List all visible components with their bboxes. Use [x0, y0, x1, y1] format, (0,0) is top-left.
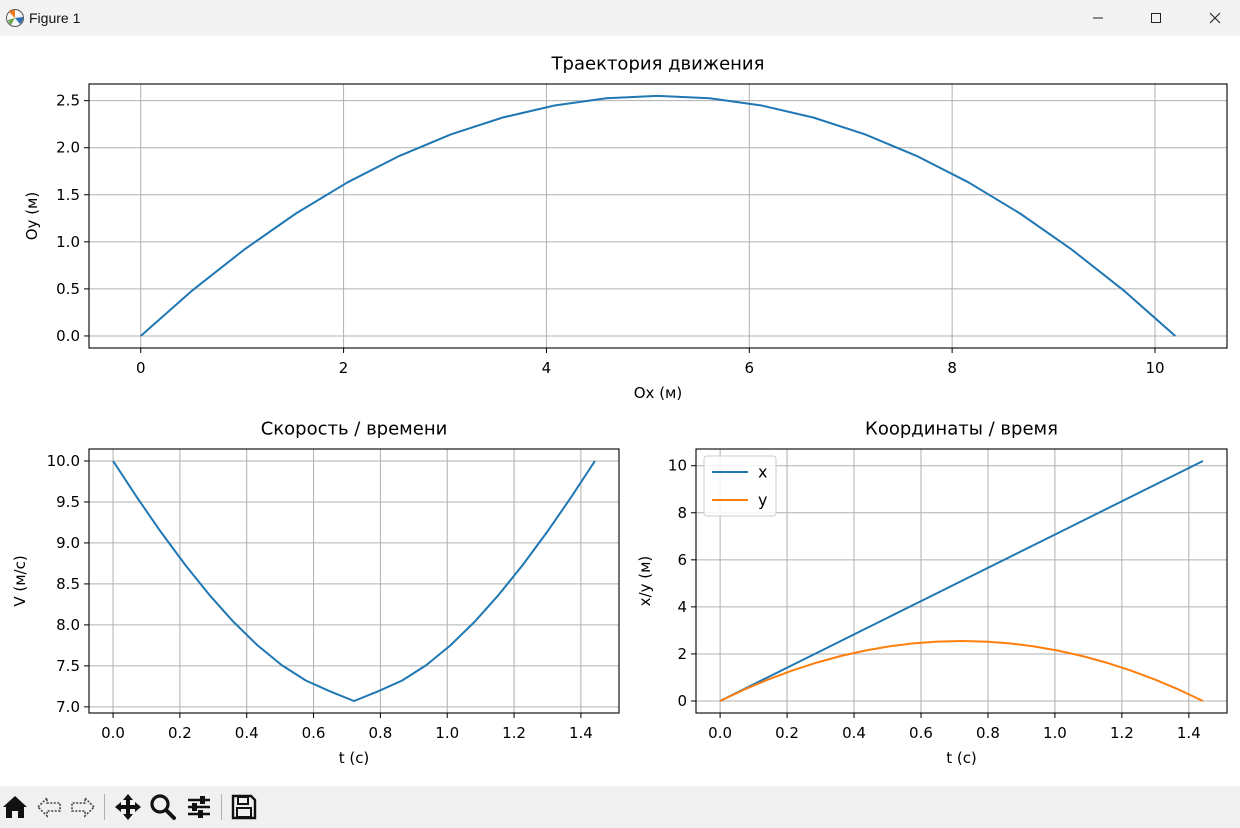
zoom-icon: [150, 794, 176, 820]
x-axis-label: Ox (м): [634, 384, 682, 402]
home-button[interactable]: [0, 792, 30, 822]
save-button[interactable]: [229, 792, 259, 822]
x-axis-label: t (c): [946, 749, 977, 767]
series-line-0: [140, 94, 1176, 337]
home-icon: [3, 796, 27, 818]
y-tick-label: 8: [677, 504, 687, 522]
axes-frame: [88, 83, 1228, 349]
series-line-x: [719, 460, 1204, 702]
x-tick-label: 8: [947, 359, 957, 377]
y-tick-label: 10.0: [47, 452, 80, 470]
x-tick-label: 1.0: [435, 724, 459, 742]
y-tick-label: 6: [677, 551, 687, 569]
x-tick-label: 1.4: [569, 724, 593, 742]
x-tick-label: 0.4: [235, 724, 259, 742]
x-tick-label: 0.2: [168, 724, 192, 742]
axes-frame: [88, 448, 620, 714]
axes-frame: [695, 448, 1228, 714]
figure-canvas[interactable]: 0 2 4 6 8 10 0.0 0.5 1.0 1.5 2.0 2.5 Траектория движ…: [0, 36, 1240, 786]
y-tick-label: 8.0: [56, 616, 80, 634]
y-tick-label: 10: [668, 457, 687, 475]
y-tick-label: 2.0: [56, 139, 80, 157]
x-tick-label: 6: [745, 359, 755, 377]
figure-svg: 0 2 4 6 8 10 0.0 0.5 1.0 1.5 2.0 2.5 Траектория движ…: [11, 54, 1228, 767]
forward-icon: [71, 796, 96, 818]
chart-title: Траектория движения: [551, 54, 765, 75]
y-tick-label: 8.5: [56, 575, 80, 593]
x-axis-label: t (c): [339, 749, 370, 767]
x-tick-label: 0.4: [842, 724, 866, 742]
configure-subplots-icon: [188, 796, 210, 818]
close-button[interactable]: [1186, 0, 1240, 36]
x-tick-label: 0.6: [909, 724, 933, 742]
y-tick-label: 1.0: [56, 233, 80, 251]
y-axis-label: x/y (м): [636, 556, 654, 607]
y-tick-label: 9.5: [56, 493, 80, 511]
x-tick-label: 1.2: [502, 724, 526, 742]
y-tick-label: 0.0: [56, 327, 80, 345]
y-tick-label: 4: [677, 598, 687, 616]
y-tick-label: 1.5: [56, 186, 80, 204]
x-tick-label: 0.8: [976, 724, 1000, 742]
minimize-icon: [1093, 17, 1103, 19]
x-tick-label: 1.2: [1110, 724, 1134, 742]
zoom-button[interactable]: [148, 792, 178, 822]
back-button[interactable]: [34, 792, 64, 822]
save-icon: [231, 794, 257, 820]
y-tick-label: 0: [677, 692, 687, 710]
x-tick-label: 4: [542, 359, 552, 377]
x-tick-label: 0.0: [708, 724, 732, 742]
x-tick-label: 0.6: [302, 724, 326, 742]
pan-button[interactable]: [113, 792, 143, 822]
x-tick-label: 10: [1145, 359, 1164, 377]
legend-label-y: y: [758, 491, 767, 510]
x-tick-label: 0.0: [101, 724, 125, 742]
y-axis-label: Oy (м): [23, 192, 41, 240]
y-tick-label: 2: [677, 645, 687, 663]
y-axis-label: V (м/с): [11, 555, 29, 606]
y-tick-label: 9.0: [56, 534, 80, 552]
pan-icon: [115, 794, 141, 820]
window-title: Figure 1: [29, 10, 81, 26]
maximize-icon: [1151, 13, 1161, 23]
close-icon: [1209, 12, 1221, 24]
y-tick-label: 7.5: [56, 657, 80, 675]
matplotlib-logo-icon: [6, 9, 24, 27]
minimize-button[interactable]: [1069, 0, 1127, 36]
x-tick-label: 2: [339, 359, 349, 377]
y-tick-label: 2.5: [56, 92, 80, 110]
forward-button[interactable]: [68, 792, 98, 822]
chart-title: Координаты / время: [865, 419, 1058, 440]
legend-label-x: x: [758, 463, 767, 482]
x-tick-label: 1.0: [1043, 724, 1067, 742]
y-tick-label: 7.0: [56, 698, 80, 716]
x-tick-label: 0: [136, 359, 146, 377]
x-tick-label: 0.2: [775, 724, 799, 742]
series-line-y: [719, 640, 1204, 702]
configure-subplots-button[interactable]: [184, 792, 214, 822]
toolbar-separator: [104, 794, 105, 820]
series-line-0: [112, 460, 596, 702]
maximize-button[interactable]: [1127, 0, 1185, 36]
navigation-toolbar: [0, 786, 1240, 828]
y-tick-label: 0.5: [56, 280, 80, 298]
toolbar-separator: [221, 794, 222, 820]
chart-title: Скорость / времени: [261, 419, 448, 440]
window-titlebar: Figure 1: [0, 0, 1240, 36]
x-tick-label: 1.4: [1177, 724, 1201, 742]
back-icon: [36, 796, 61, 818]
x-tick-label: 0.8: [368, 724, 392, 742]
